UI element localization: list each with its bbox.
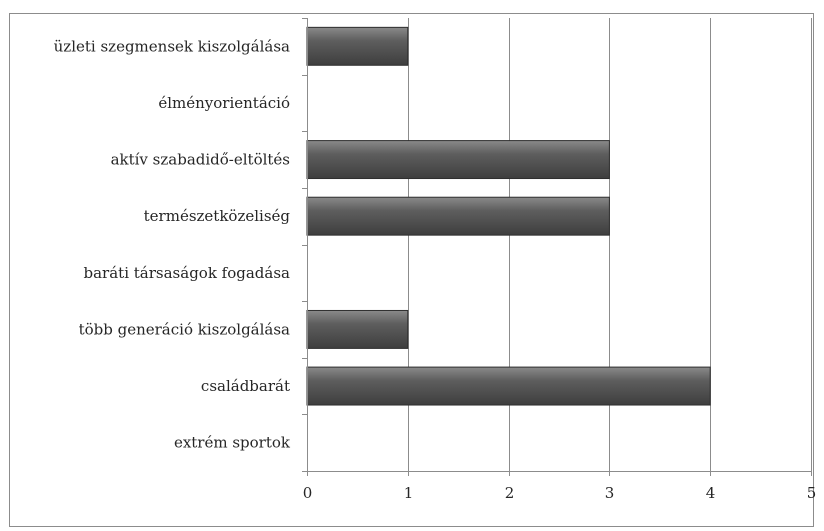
bars: [306, 26, 711, 406]
category-label: családbarát: [201, 377, 290, 395]
x-tick-label: 0: [303, 484, 313, 502]
category-label: extrém sportok: [174, 434, 291, 452]
category-label: több generáció kiszolgálása: [79, 320, 290, 338]
x-tick-label: 1: [404, 484, 414, 502]
x-tick-label: 4: [706, 484, 716, 502]
category-label: baráti társaságok fogadása: [84, 264, 291, 282]
x-tick-label: 3: [605, 484, 615, 502]
category-labels: üzleti szegmensek kiszolgálása élményorie…: [54, 37, 291, 451]
axes: [302, 18, 812, 476]
bar: [306, 366, 711, 406]
x-tick-labels: 0 1 2 3 4 5: [303, 484, 817, 502]
x-tick-label: 2: [505, 484, 515, 502]
category-label: üzleti szegmensek kiszolgálása: [54, 37, 290, 55]
bar: [306, 140, 610, 180]
category-label: aktív szabadidő-eltöltés: [111, 151, 290, 169]
bar: [306, 196, 610, 236]
chart-frame: [9, 13, 814, 527]
category-label: élményorientáció: [158, 94, 290, 112]
category-label: természetközeliség: [144, 207, 291, 225]
x-tick-label: 5: [807, 484, 817, 502]
bar: [306, 309, 409, 349]
bar: [306, 26, 409, 66]
